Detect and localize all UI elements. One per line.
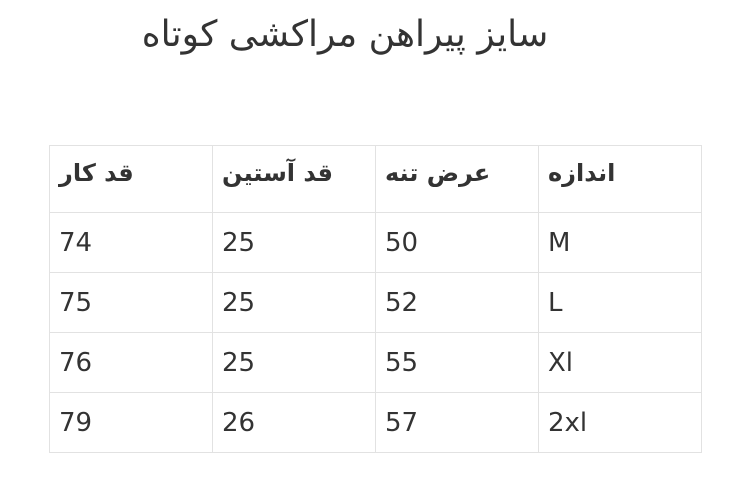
table-row: 76 25 55 Xl (49, 332, 702, 393)
header-label: قد آستین (222, 159, 333, 187)
table-cell: L (538, 272, 702, 333)
table-cell: 25 (212, 332, 376, 393)
table-row: 79 26 57 2xl (49, 392, 702, 453)
table-row: 75 25 52 L (49, 272, 702, 333)
table-cell: 57 (375, 392, 539, 453)
header-cell: قد کار (49, 145, 213, 213)
table-cell: 52 (375, 272, 539, 333)
table-cell: 79 (49, 392, 213, 453)
table-cell: Xl (538, 332, 702, 393)
table-cell: 74 (49, 212, 213, 273)
table-cell: 25 (212, 212, 376, 273)
page-title: سایز پیراهن مراکشی کوتاه (141, 14, 549, 55)
table-cell: 25 (212, 272, 376, 333)
header-cell: عرض تنه (375, 145, 539, 213)
header-label: عرض تنه (385, 159, 491, 187)
table-cell: 26 (212, 392, 376, 453)
table-row: 74 25 50 M (49, 212, 702, 273)
header-cell: اندازه (538, 145, 702, 213)
table-cell: 50 (375, 212, 539, 273)
header-label: اندازه (548, 159, 616, 187)
table-cell: 75 (49, 272, 213, 333)
table-header-row: قد کار قد آستین عرض تنه اندازه (49, 145, 702, 213)
table-cell: 2xl (538, 392, 702, 453)
header-cell: قد آستین (212, 145, 376, 213)
size-table: قد کار قد آستین عرض تنه اندازه 74 25 50 … (49, 145, 702, 453)
header-label: قد کار (59, 159, 134, 187)
table-cell: 55 (375, 332, 539, 393)
table-cell: 76 (49, 332, 213, 393)
table-cell: M (538, 212, 702, 273)
